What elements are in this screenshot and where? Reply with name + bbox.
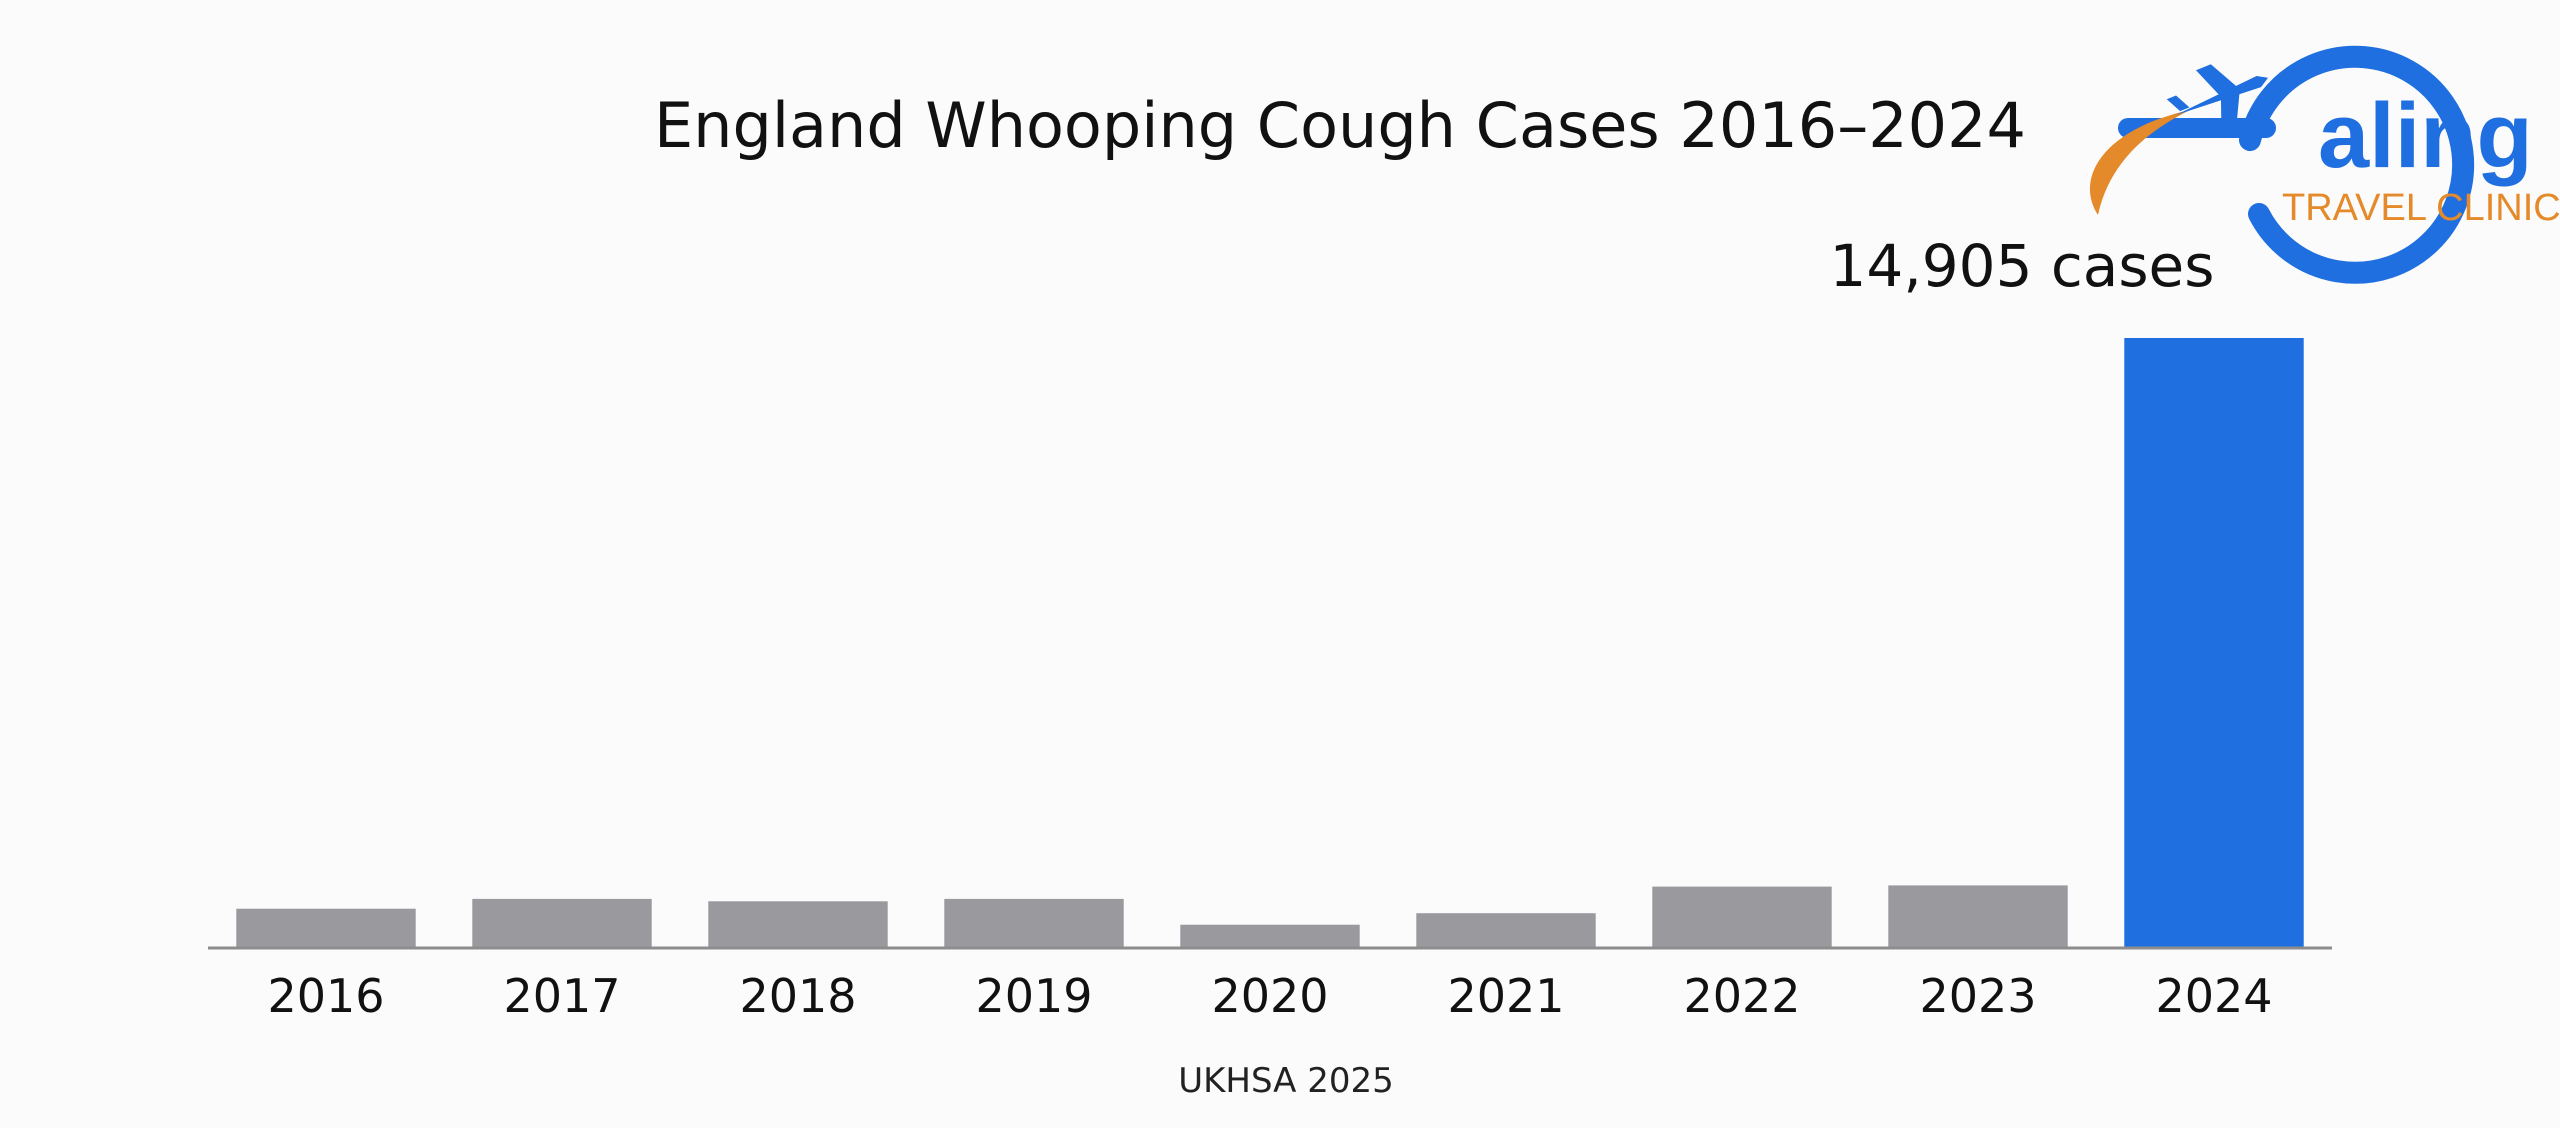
x-tick-label-2017: 2017 xyxy=(503,969,620,1023)
bar-2018 xyxy=(708,901,888,948)
airplane-icon xyxy=(2166,64,2269,134)
bar-2023 xyxy=(1888,885,2068,948)
x-axis-tick-labels: 2016 2017 2018 2019 2020 2021 2022 2023 2024 xyxy=(267,969,2272,1023)
data-label-2024: 14,905 cases xyxy=(1830,232,2215,300)
data-labels: 14,905 cases xyxy=(1830,232,2215,300)
x-tick-label-2024: 2024 xyxy=(2155,969,2272,1023)
x-tick-label-2020: 2020 xyxy=(1211,969,1328,1023)
logo-word: aling xyxy=(2318,85,2533,187)
bar-2017 xyxy=(472,898,652,948)
brand-logo: aling TRAVEL CLINIC xyxy=(2089,45,2560,284)
bar-2019 xyxy=(944,898,1124,948)
bar-series xyxy=(236,338,2304,948)
bar-2020 xyxy=(1180,924,1360,948)
x-tick-label-2019: 2019 xyxy=(975,969,1092,1023)
logo-e-icon xyxy=(2239,45,2475,284)
bar-2021 xyxy=(1416,913,1596,948)
source-label: UKHSA 2025 xyxy=(1178,1061,1394,1101)
x-tick-label-2016: 2016 xyxy=(267,969,384,1023)
logo-subtitle: TRAVEL CLINIC xyxy=(2282,187,2560,229)
bar-2016 xyxy=(236,908,416,948)
x-tick-label-2022: 2022 xyxy=(1683,969,1800,1023)
x-tick-label-2023: 2023 xyxy=(1919,969,2036,1023)
x-tick-label-2021: 2021 xyxy=(1447,969,1564,1023)
x-tick-label-2018: 2018 xyxy=(739,969,856,1023)
bar-2022 xyxy=(1652,886,1832,948)
logo-swoosh xyxy=(2089,110,2190,215)
chart-title: England Whooping Cough Cases 2016–2024 xyxy=(654,89,2026,162)
bar-2024 xyxy=(2124,338,2304,948)
